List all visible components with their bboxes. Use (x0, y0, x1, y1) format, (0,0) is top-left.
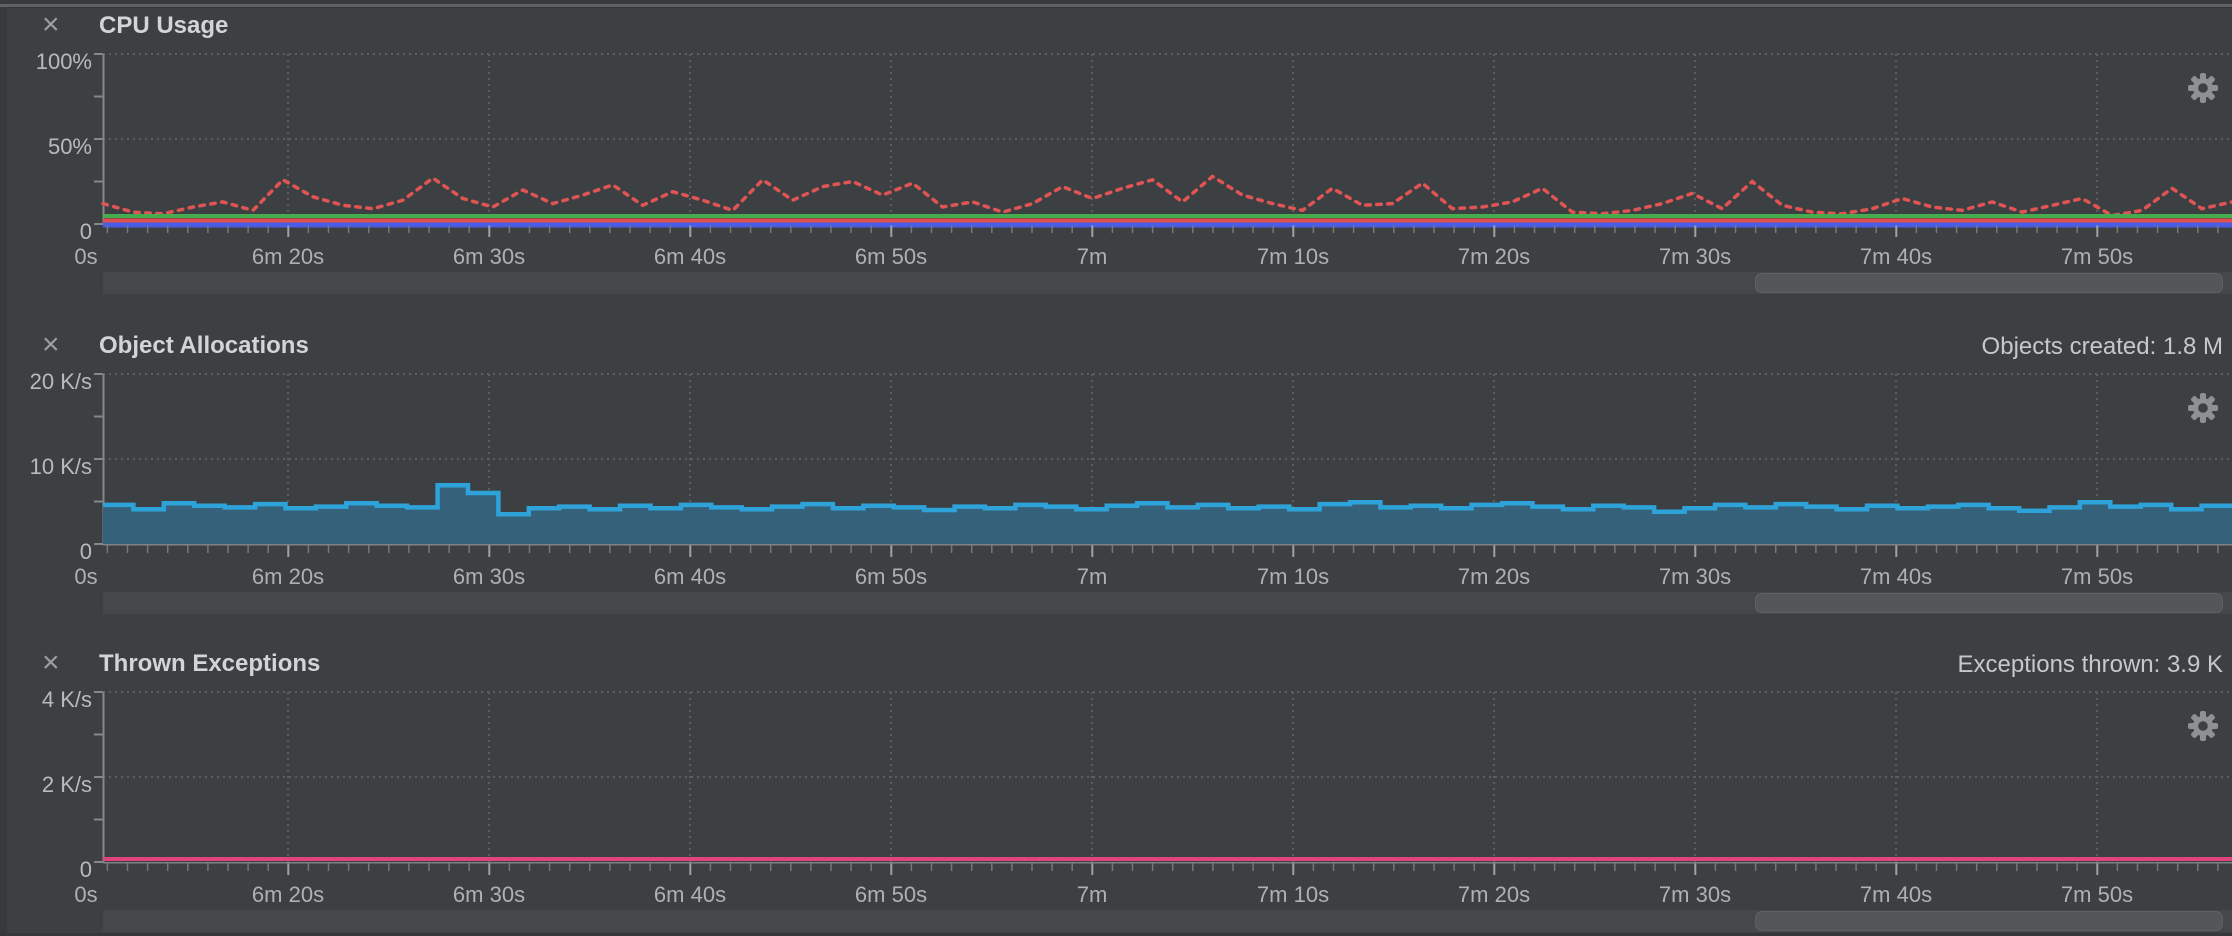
top-border (0, 0, 2232, 4)
cpu-usage-panel: × CPU Usage 100% 50% 0 0s 6m 20s 6m 30s 6m 40s… (0, 0, 2232, 312)
y-tick-label: 50% (47, 134, 92, 159)
horizontal-scrollbar[interactable] (103, 910, 2232, 932)
x-tick-label: 7m 10s (1256, 564, 1330, 589)
y-tick-label: 0 (79, 219, 92, 244)
y-tick-label: 100% (35, 49, 92, 74)
y-tick-label: 10 K/s (29, 454, 92, 479)
objects-created-stat: Objects created: 1.8 M (1981, 333, 2223, 360)
x-tick-label: 7m (1076, 882, 1108, 907)
gear-icon[interactable] (2185, 70, 2221, 106)
y-tick-label: 2 K/s (41, 772, 92, 797)
panel-title: Object Allocations (99, 332, 309, 359)
left-border (0, 7, 7, 936)
scrollbar-thumb[interactable] (1755, 273, 2223, 293)
gear-icon[interactable] (2185, 708, 2221, 744)
x-tick-label: 6m 20s (251, 882, 325, 907)
x-tick-label: 7m 40s (1859, 882, 1933, 907)
x-tick-label: 6m 40s (653, 564, 727, 589)
object-allocations-chart (94, 373, 2232, 557)
scrollbar-thumb[interactable] (1755, 593, 2223, 613)
y-tick-label: 20 K/s (29, 369, 92, 394)
x-tick-label: 7m (1076, 244, 1108, 269)
x-tick-label: 6m 30s (452, 244, 526, 269)
x-tick-label: 0s (74, 564, 98, 589)
x-tick-label: 6m 40s (653, 882, 727, 907)
x-tick-label: 6m 30s (452, 564, 526, 589)
x-tick-label: 6m 40s (653, 244, 727, 269)
x-tick-label: 7m 50s (2060, 882, 2134, 907)
y-tick-label: 0 (79, 857, 92, 882)
close-icon[interactable]: × (42, 8, 60, 41)
x-tick-label: 7m 30s (1658, 244, 1732, 269)
axes (94, 53, 2232, 226)
x-tick-label: 6m 50s (854, 882, 928, 907)
x-tick-label: 7m 10s (1256, 882, 1330, 907)
y-tick-label: 4 K/s (41, 687, 92, 712)
y-tick-label: 0 (79, 539, 92, 564)
x-tick-label: 6m 50s (854, 244, 928, 269)
x-tick-label: 7m 10s (1256, 244, 1330, 269)
horizontal-scrollbar[interactable] (103, 272, 2232, 294)
gridlines (103, 53, 2232, 224)
x-tick-label: 7m (1076, 564, 1108, 589)
axis-ticks (106, 225, 2219, 237)
x-tick-label: 7m 20s (1457, 244, 1531, 269)
panel-title: CPU Usage (99, 12, 229, 39)
gridlines (103, 373, 2232, 544)
object-allocations-area (103, 485, 2232, 544)
scrollbar-thumb[interactable] (1755, 911, 2223, 931)
x-tick-label: 7m 30s (1658, 564, 1732, 589)
thrown-exceptions-panel: × Thrown Exceptions Exceptions thrown: 3… (0, 638, 2232, 936)
object-allocations-panel: × Object Allocations Objects created: 1.… (0, 320, 2232, 632)
axis-ticks (106, 863, 2219, 875)
x-tick-label: 6m 50s (854, 564, 928, 589)
series (103, 483, 2232, 544)
horizontal-scrollbar[interactable] (103, 592, 2232, 614)
panel-title: Thrown Exceptions (99, 650, 321, 677)
x-tick-label: 7m 40s (1859, 244, 1933, 269)
cpu-usage-chart (94, 53, 2232, 237)
cpu-usage-line (101, 174, 2232, 218)
axis-ticks (106, 545, 2219, 557)
x-tick-label: 7m 20s (1457, 564, 1531, 589)
x-tick-label: 6m 20s (251, 244, 325, 269)
x-tick-label: 7m 30s (1658, 882, 1732, 907)
x-tick-label: 6m 30s (452, 882, 526, 907)
gridlines (103, 691, 2232, 862)
x-tick-label: 0s (74, 244, 98, 269)
x-tick-label: 0s (74, 882, 98, 907)
thrown-exceptions-chart (94, 691, 2232, 875)
x-tick-label: 7m 40s (1859, 564, 1933, 589)
close-icon[interactable]: × (42, 646, 60, 679)
exceptions-thrown-stat: Exceptions thrown: 3.9 K (1957, 651, 2223, 678)
gear-icon[interactable] (2185, 390, 2221, 426)
axes (94, 691, 2232, 864)
close-icon[interactable]: × (42, 328, 60, 361)
object-allocations-edge (103, 483, 2232, 517)
x-tick-label: 6m 20s (251, 564, 325, 589)
series (101, 174, 2232, 228)
x-tick-label: 7m 50s (2060, 564, 2134, 589)
bottom-border (0, 933, 2232, 936)
x-tick-label: 7m 50s (2060, 244, 2134, 269)
top-separator-line (0, 4, 2232, 8)
x-tick-label: 7m 20s (1457, 882, 1531, 907)
